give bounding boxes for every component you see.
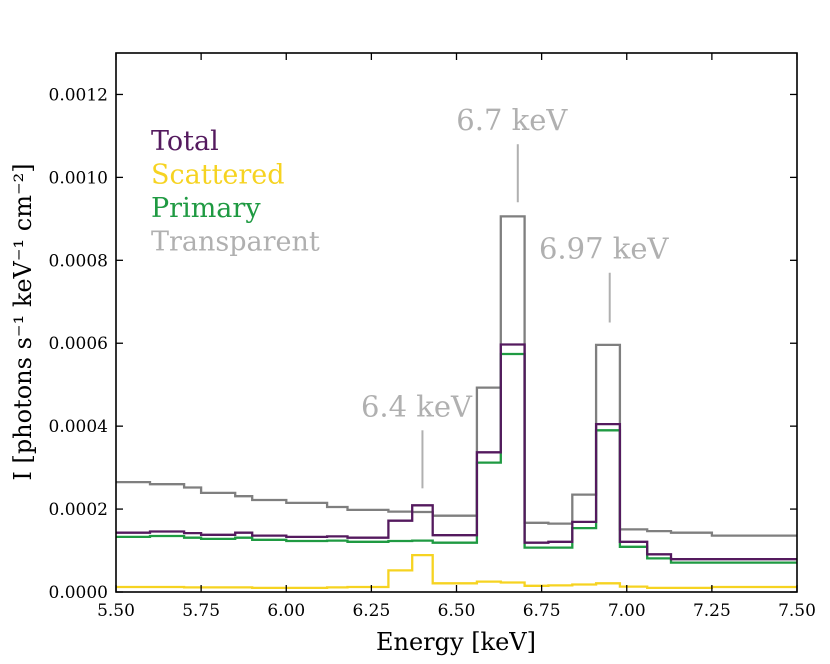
series-scattered-line bbox=[116, 553, 797, 590]
ticks-layer: 5.50 5.75 6.00 6.25 6.50 6.75 7.00 7.25 7.50 0.00… bbox=[49, 53, 816, 621]
x-tick-label: 7.00 bbox=[608, 601, 646, 621]
legend-entry-scattered: Scattered bbox=[151, 160, 285, 191]
y-tick-label: 0.0006 bbox=[49, 334, 108, 354]
legend-entry-total: Total bbox=[151, 126, 219, 157]
y-tick-label: 0.0010 bbox=[49, 168, 108, 188]
legend-entry-transparent: Transparent bbox=[151, 227, 320, 258]
annotation-6-7-kev: 6.7 keV bbox=[456, 103, 568, 137]
y-tick-label: 0.0002 bbox=[49, 500, 108, 520]
x-tick-label: 7.50 bbox=[778, 601, 816, 621]
x-tick-label: 6.25 bbox=[352, 601, 390, 621]
x-tick-label: 6.00 bbox=[267, 601, 305, 621]
y-axis-label: I [photons s⁻¹ keV⁻¹ cm⁻²] bbox=[9, 163, 37, 480]
y-tick-label: 0.0012 bbox=[49, 85, 108, 105]
series-transparent-line bbox=[116, 215, 797, 537]
series-total-line bbox=[116, 343, 797, 561]
legend-entry-primary: Primary bbox=[151, 193, 261, 224]
x-axis-label: Energy [keV] bbox=[376, 628, 536, 656]
x-tick-label: 6.50 bbox=[438, 601, 476, 621]
x-tick-label: 5.75 bbox=[182, 601, 220, 621]
y-tick-label: 0.0000 bbox=[49, 583, 108, 603]
x-tick-label: 7.25 bbox=[693, 601, 731, 621]
annotation-6-4-kev: 6.4 keV bbox=[361, 389, 473, 423]
annotation-6-97-kev: 6.97 keV bbox=[539, 232, 670, 266]
series-layer bbox=[116, 215, 797, 590]
x-tick-label: 6.75 bbox=[523, 601, 561, 621]
y-tick-label: 0.0008 bbox=[49, 251, 108, 271]
annotations-layer: 6.7 keV 6.97 keV 6.4 keV bbox=[361, 103, 670, 489]
x-tick-label: 5.50 bbox=[97, 601, 135, 621]
series-primary-line bbox=[116, 352, 797, 564]
y-tick-label: 0.0004 bbox=[49, 417, 108, 437]
